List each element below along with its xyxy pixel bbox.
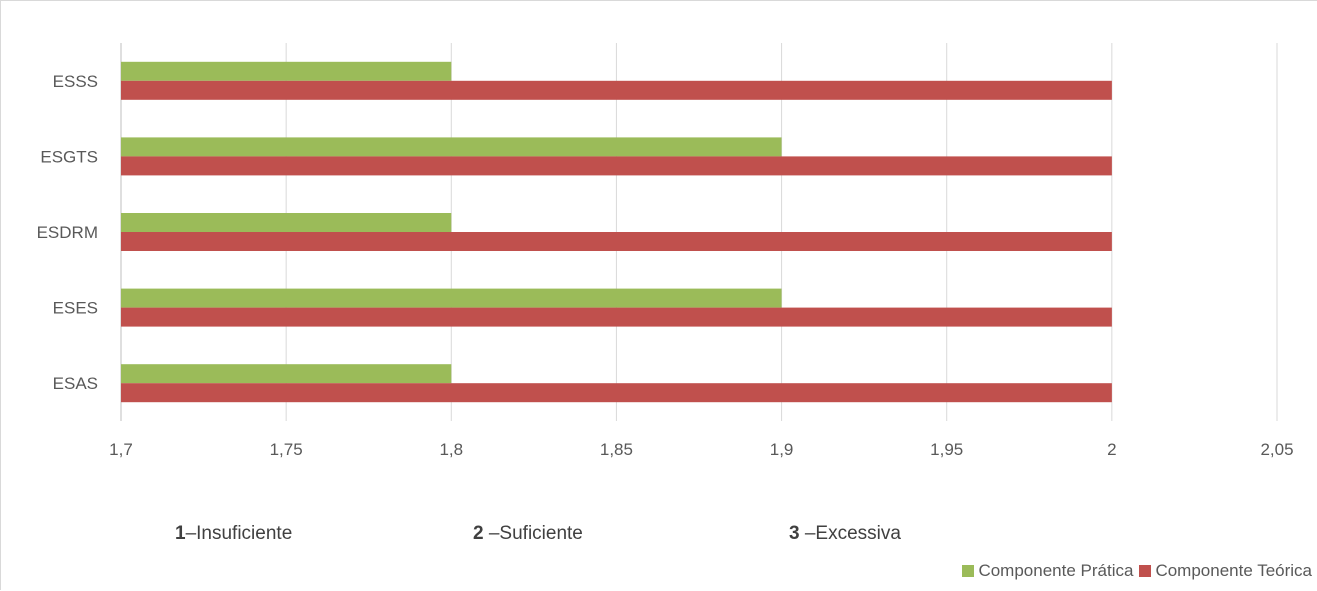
x-tick-label: 1,7 (109, 440, 133, 459)
bar-esss-pratica (121, 61, 452, 81)
legend-item-teorica: Componente Teórica (1139, 561, 1312, 581)
bar-esgts-teorica (121, 156, 1112, 176)
bar-esdrm-pratica (121, 213, 452, 232)
bar-eses-teorica (121, 307, 1112, 327)
legend-item-pratica: Componente Prática (962, 561, 1133, 581)
scale-note-1: 1–Insuficiente (175, 523, 292, 545)
legend-swatch-pratica (962, 565, 975, 577)
bar-eses-pratica (121, 288, 782, 308)
bar-esss-teorica (121, 80, 1112, 100)
category-label-esdrm: ESDRM (37, 223, 98, 242)
bar-esdrm-teorica (121, 232, 1112, 251)
legend-label-teorica: Componente Teórica (1155, 561, 1312, 580)
x-tick-label: 2,05 (1260, 440, 1293, 459)
bar-esgts-pratica (121, 137, 782, 157)
legend: Componente Prática Componente Teórica (956, 561, 1312, 581)
bar-esas-teorica (121, 383, 1112, 403)
scale-note-1-number: 1 (175, 523, 186, 544)
x-tick-label: 1,8 (439, 440, 463, 459)
scale-note-3: 3 –Excessiva (789, 523, 901, 545)
x-tick-label: 1,95 (930, 440, 963, 459)
category-label-esss: ESSS (53, 72, 98, 91)
legend-swatch-teorica (1139, 565, 1152, 577)
scale-note-2-text: –Suficiente (488, 523, 583, 544)
axis-labels: 1,7 1,75 1,8 1,85 1,9 1,95 2 2,05 ESAS ESES ESDRM E… (37, 72, 1294, 459)
scale-note-3-number: 3 (789, 523, 800, 544)
scale-note-1-text: –Insuficiente (185, 523, 293, 544)
scale-note-2: 2 –Suficiente (473, 523, 583, 545)
x-tick-label: 1,85 (600, 440, 633, 459)
bar-esas-pratica (121, 364, 452, 384)
x-tick-label: 1,9 (770, 440, 794, 459)
x-tick-label: 1,75 (270, 440, 303, 459)
category-label-esgts: ESGTS (40, 147, 98, 166)
scale-note-3-text: –Excessiva (804, 523, 901, 544)
category-label-eses: ESES (53, 299, 98, 318)
legend-label-pratica: Componente Prática (978, 561, 1134, 580)
bars (121, 61, 1112, 403)
x-tick-label: 2 (1107, 440, 1116, 459)
category-label-esas: ESAS (53, 374, 98, 393)
scale-note-2-number: 2 (473, 523, 484, 544)
